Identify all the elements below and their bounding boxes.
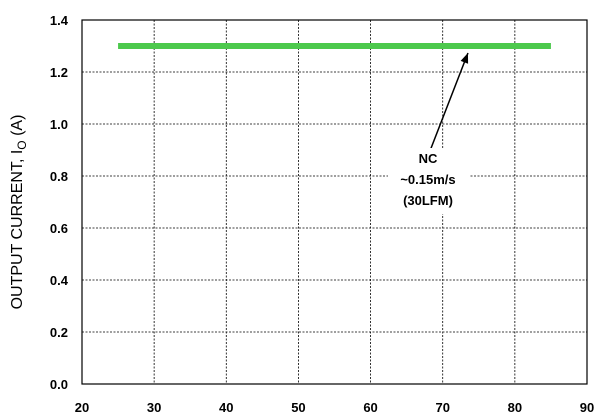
y-tick-label: 1.0 [50, 117, 68, 132]
x-tick-label: 90 [580, 400, 594, 415]
annotation-arrow [427, 52, 469, 157]
y-tick-label: 0.8 [50, 169, 68, 184]
y-axis-label-unit: (A) [9, 115, 26, 141]
annotation-line: ~0.15m/s [400, 172, 455, 187]
annotation: NC ~0.15m/s (30LFM) [388, 52, 470, 214]
x-tick-label: 60 [363, 400, 377, 415]
x-tick-label: 40 [219, 400, 233, 415]
plot-frame [81, 19, 588, 385]
y-tick-label: 0.6 [50, 221, 68, 236]
x-tick-label: 30 [147, 400, 161, 415]
y-tick-label: 1.2 [50, 65, 68, 80]
annotation-line: (30LFM) [403, 193, 453, 208]
annotation-arrowhead [460, 53, 469, 64]
y-tick-labels: 0.0 0.2 0.4 0.6 0.8 1.0 1.2 1.4 [50, 13, 69, 392]
x-tick-label: 70 [435, 400, 449, 415]
y-tick-label: 0.0 [50, 377, 68, 392]
x-tick-label: 50 [291, 400, 305, 415]
y-axis-label: OUTPUT CURRENT, IO (A) [9, 115, 29, 310]
y-tick-label: 0.2 [50, 325, 68, 340]
x-tick-label: 20 [75, 400, 89, 415]
x-tick-label: 80 [508, 400, 522, 415]
grid [82, 20, 587, 384]
y-tick-label: 0.4 [50, 273, 69, 288]
annotation-line: NC [419, 151, 438, 166]
y-axis-label-main: OUTPUT CURRENT, I [9, 150, 26, 310]
x-tick-labels: 20 30 40 50 60 70 80 90 [75, 400, 594, 415]
y-axis-label-subscript: O [15, 140, 29, 149]
y-tick-label: 1.4 [50, 13, 69, 28]
annotation-background [388, 148, 470, 214]
